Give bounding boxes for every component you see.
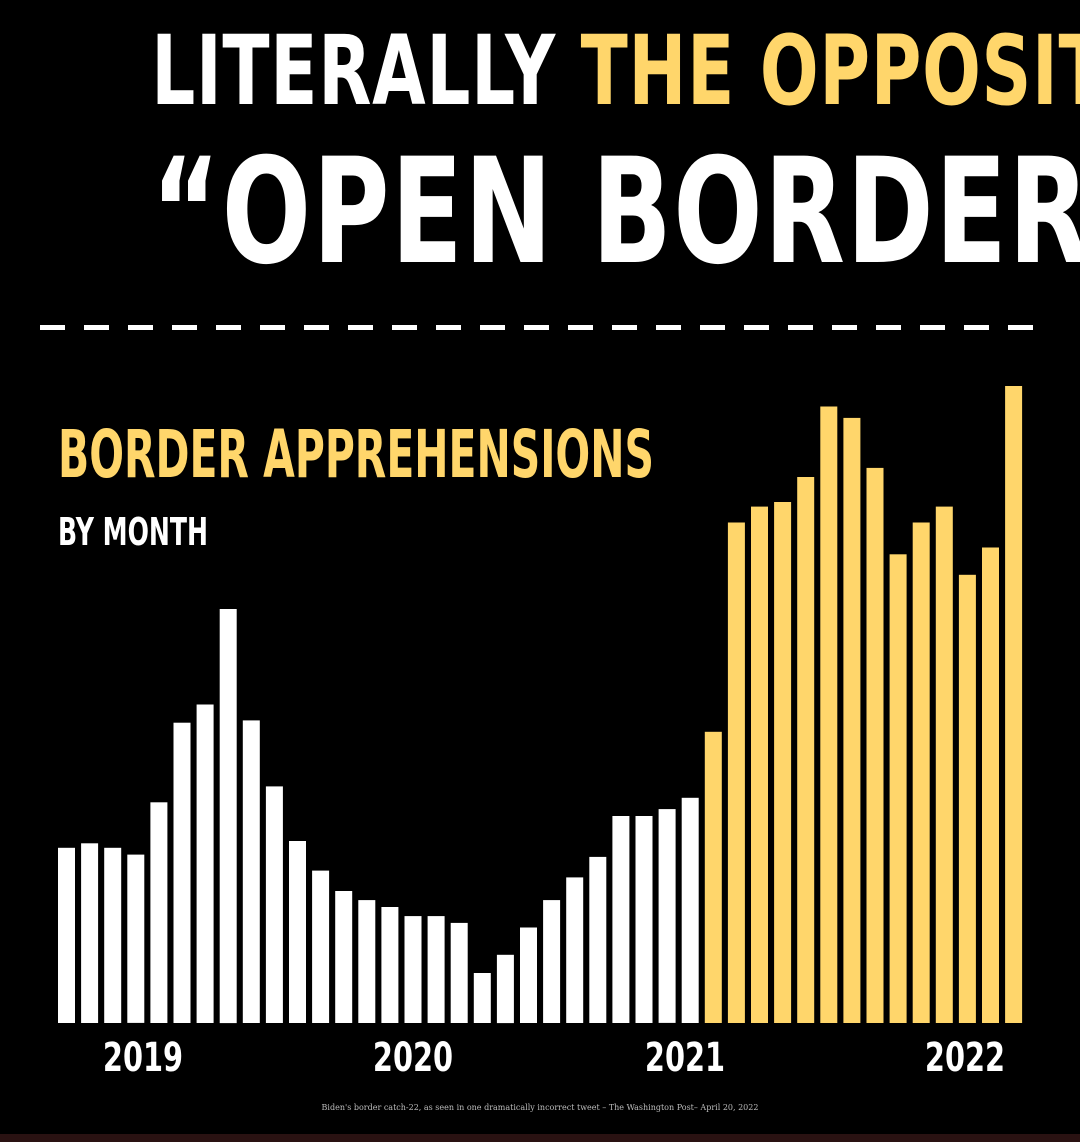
bar-series-1-month-8 xyxy=(889,554,907,1023)
headline-line-1: LITERALLY THE OPPOSITE OF xyxy=(151,15,1080,127)
bar-series-1-month-12 xyxy=(982,547,999,1023)
bar-series-0-month-7 xyxy=(219,609,237,1024)
bar-series-0-month-5 xyxy=(173,722,191,1023)
x-tick-label-2021: 2021 xyxy=(645,1035,725,1081)
bar-series-1-month-6 xyxy=(843,417,861,1023)
bar-series-1-month-1 xyxy=(727,522,745,1023)
bar-series-0-month-16 xyxy=(427,916,445,1023)
dashed-divider xyxy=(40,325,1052,330)
bottom-bar xyxy=(0,1134,1080,1142)
bar-series-0-month-1 xyxy=(81,843,99,1023)
bar-series-1-month-7 xyxy=(866,467,884,1023)
bar-series-1-month-0 xyxy=(704,731,722,1023)
bar-series-0-month-23 xyxy=(589,856,607,1023)
bar-series-1-month-13 xyxy=(1005,386,1023,1023)
bar-series-0-month-15 xyxy=(404,916,422,1023)
headline-line-1-start: LITERALLY xyxy=(151,15,581,127)
bar-series-0-month-20 xyxy=(520,927,537,1023)
bar-series-1-month-3 xyxy=(774,502,792,1023)
bar-series-0-month-27 xyxy=(681,797,699,1023)
x-tick-label-2020: 2020 xyxy=(373,1035,453,1081)
bar-series-1-month-4 xyxy=(797,477,815,1023)
bar-series-0-month-6 xyxy=(196,704,214,1023)
bar-series-1-month-2 xyxy=(751,506,768,1024)
bar-series-0-month-19 xyxy=(496,954,514,1024)
source-caption: Biden's border catch-22, as seen in one … xyxy=(321,1103,759,1112)
x-tick-label-2019: 2019 xyxy=(103,1035,183,1081)
bar-series-0-month-11 xyxy=(312,870,330,1023)
headline-highlight: THE OPPOSITE xyxy=(580,15,1080,127)
bar-series-0-month-24 xyxy=(612,816,630,1023)
bar-series-1-month-5 xyxy=(820,406,838,1023)
bar-series-1-month-10 xyxy=(935,506,953,1024)
bar-series-0-month-2 xyxy=(104,847,122,1023)
chart-title: BORDER APPREHENSIONS xyxy=(58,416,654,493)
bar-series-0-month-3 xyxy=(127,854,145,1023)
bar-series-0-month-0 xyxy=(58,847,75,1023)
bar-series-0-month-8 xyxy=(242,720,260,1023)
headline-line-2: “OPEN BORDERS” xyxy=(151,127,1080,297)
apprehensions-bar-chart: 2019 2020 2021 2022 xyxy=(58,386,1023,1081)
bar-series-0-month-26 xyxy=(658,809,676,1023)
bar-series-1-month-11 xyxy=(958,574,976,1023)
bar-series-0-month-21 xyxy=(543,900,561,1023)
bar-series-0-month-25 xyxy=(635,816,653,1023)
bar-series-0-month-13 xyxy=(358,900,376,1023)
bar-series-0-month-9 xyxy=(265,786,283,1023)
bar-series-0-month-12 xyxy=(335,891,353,1023)
bar-series-0-month-22 xyxy=(566,877,584,1023)
bar-series-0-month-10 xyxy=(289,841,306,1023)
bar-series-0-month-17 xyxy=(450,922,468,1023)
bar-series-0-month-18 xyxy=(473,973,491,1023)
bar-series-0-month-14 xyxy=(381,907,399,1023)
chart-subtitle: BY MONTH xyxy=(58,510,209,554)
bar-series-1-month-9 xyxy=(912,522,930,1023)
bar-series-0-month-4 xyxy=(150,802,168,1023)
x-tick-label-2022: 2022 xyxy=(925,1035,1005,1081)
